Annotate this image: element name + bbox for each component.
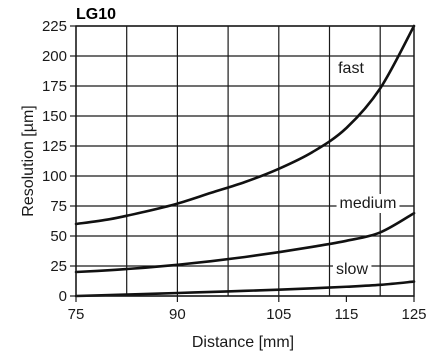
x-tick-label: 75 <box>68 306 85 323</box>
x-tick-labels: 75 90 105 115 125 <box>68 296 427 323</box>
y-tick-labels: 0 25 50 75 100 125 150 175 200 225 <box>42 18 76 305</box>
series-label-fast: fast <box>338 60 364 77</box>
y-tick-label: 75 <box>50 198 67 215</box>
series-label-background <box>335 59 368 78</box>
y-tick-label: 50 <box>50 228 67 245</box>
series-line-slow <box>74 280 416 298</box>
series-label-medium: medium <box>340 195 397 212</box>
y-tick-label: 125 <box>42 138 67 155</box>
series-line-medium <box>74 211 416 274</box>
series-group <box>74 24 416 298</box>
series-label-background <box>336 194 400 213</box>
plot-frame <box>75 25 415 297</box>
x-tick-label: 90 <box>169 306 186 323</box>
y-axis-label: Resolution [µm] <box>20 105 37 216</box>
series-label-group: fast medium slow <box>332 59 400 279</box>
series-label-background <box>332 260 372 279</box>
y-tick-label: 225 <box>42 18 67 35</box>
chart-title: LG10 <box>76 6 116 23</box>
x-tick-label: 105 <box>266 306 291 323</box>
x-tick-label: 125 <box>401 306 426 323</box>
y-tick-label: 25 <box>50 258 67 275</box>
y-tick-label: 0 <box>59 288 67 305</box>
y-tick-label: 100 <box>42 168 67 185</box>
x-axis-label: Distance [mm] <box>192 334 294 351</box>
y-tick-label: 200 <box>42 48 67 65</box>
x-tick-label: 115 <box>334 306 358 323</box>
y-tick-label: 150 <box>42 108 67 125</box>
series-line-fast <box>74 24 416 226</box>
y-tick-label: 175 <box>42 78 67 95</box>
series-label-slow: slow <box>336 261 368 278</box>
